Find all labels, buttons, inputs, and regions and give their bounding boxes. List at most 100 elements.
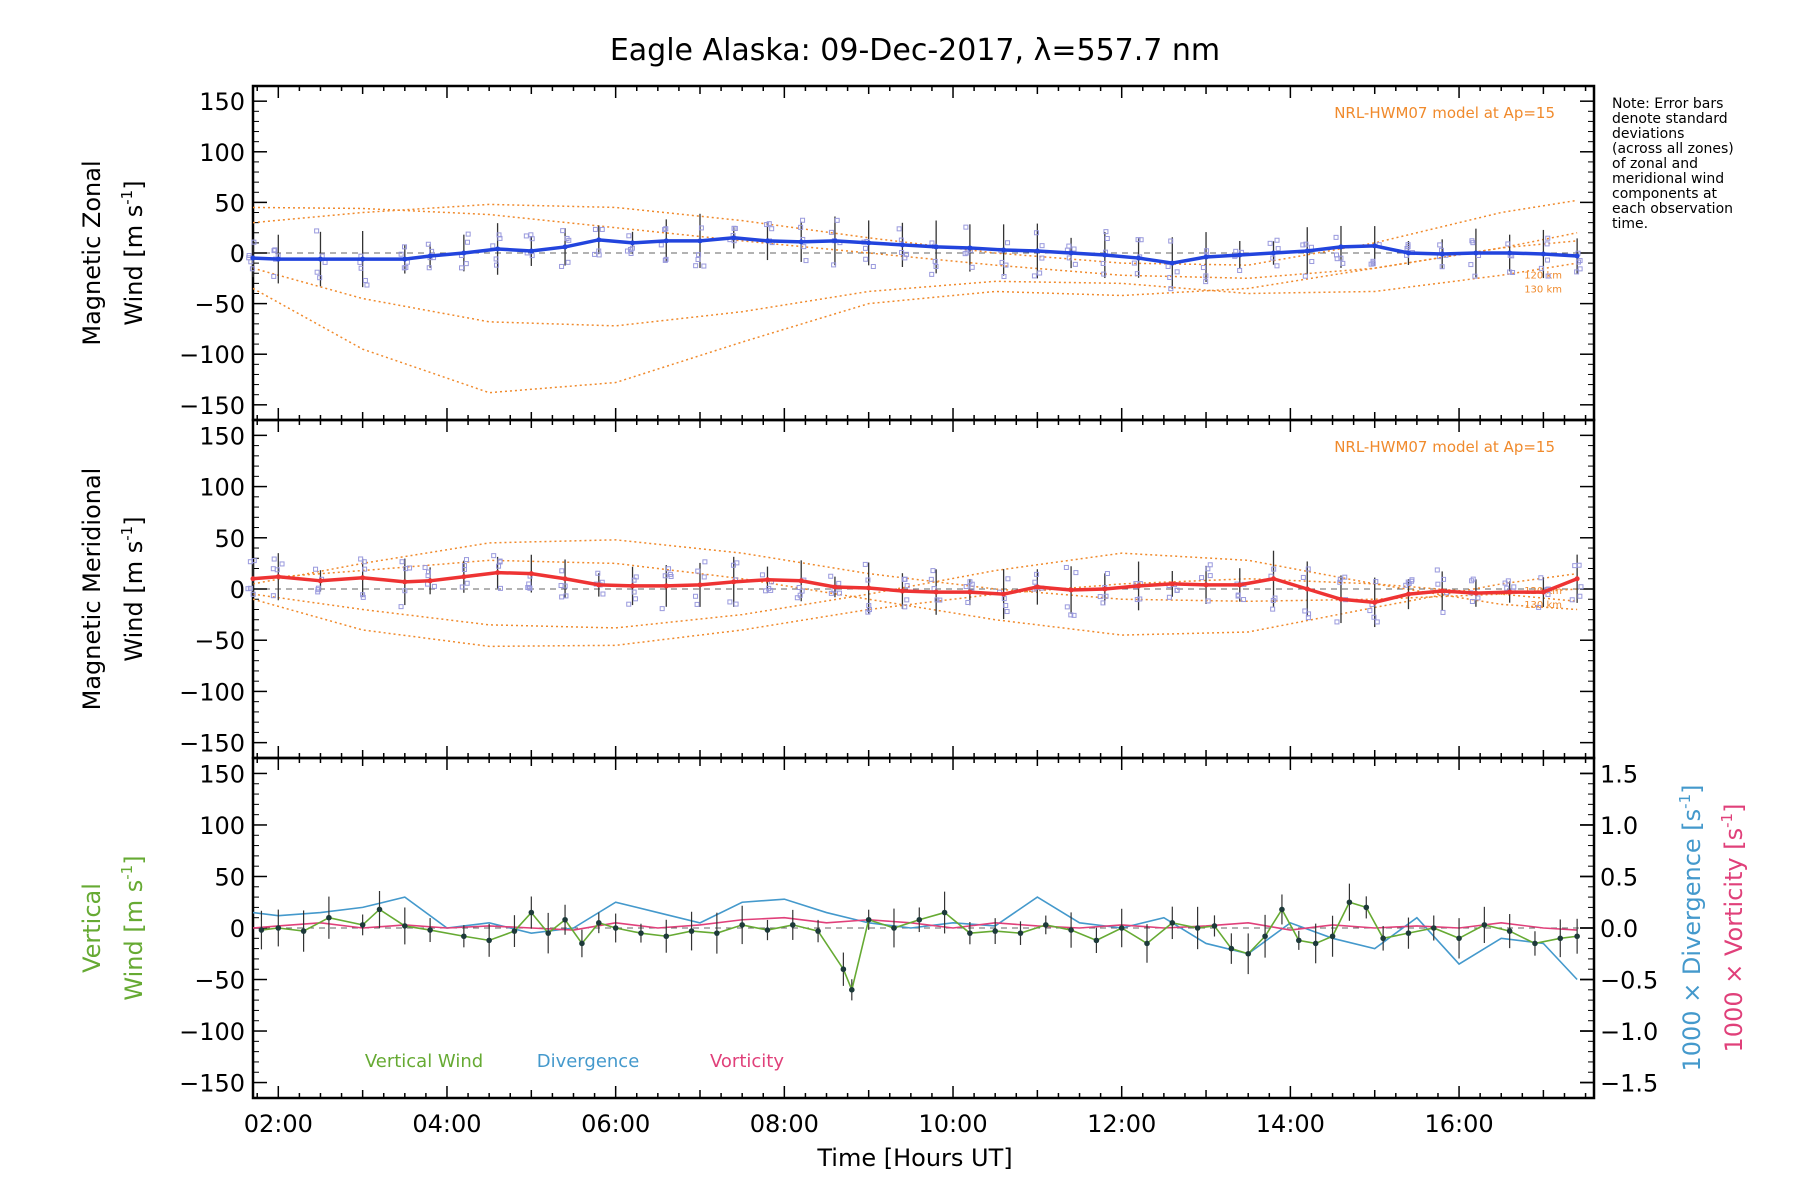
model-curve: [252, 240, 1578, 394]
zone-point: [1333, 234, 1339, 240]
zone-point: [1073, 570, 1079, 576]
x-axis-label: Time [Hours UT]: [816, 1144, 1012, 1172]
zone-point: [1034, 571, 1040, 577]
zone-point: [1507, 269, 1513, 275]
zone-point: [1168, 238, 1174, 244]
zonal-wind-line: [252, 236, 1578, 265]
note-line: time.: [1612, 216, 1648, 232]
zone-point: [313, 566, 319, 572]
zone-point: [828, 573, 834, 579]
zone-point: [1205, 598, 1211, 604]
zone-point: [1371, 614, 1377, 620]
zone-point: [1538, 575, 1544, 581]
zone-point: [759, 572, 765, 578]
note-line: denote standard: [1612, 111, 1728, 127]
vertical-wind-point: [1430, 925, 1437, 931]
zone-point: [1068, 612, 1074, 618]
zone-point: [1370, 260, 1376, 266]
wind-point: [697, 582, 703, 588]
vertical-wind-point: [916, 916, 923, 923]
zone-point: [1168, 286, 1174, 292]
zone-point: [1205, 566, 1211, 572]
zone-point: [361, 559, 367, 565]
vertical-wind-point: [688, 928, 695, 934]
zone-point: [769, 226, 775, 232]
zone-point: [1472, 273, 1478, 279]
zone-point: [1334, 619, 1340, 625]
zone-point: [969, 264, 975, 270]
zone-point: [1037, 270, 1043, 276]
zone-point: [322, 259, 328, 265]
y-axis-label-sup: -1: [118, 865, 136, 880]
wind-point: [596, 237, 602, 243]
vertical-wind-point: [595, 920, 602, 926]
zone-point: [565, 259, 571, 265]
note-line: of zonal and: [1612, 156, 1698, 172]
zone-point: [1165, 263, 1171, 269]
zone-point: [279, 561, 285, 567]
wind-point: [1136, 255, 1142, 261]
y2-tick-label: −1.5: [1600, 1070, 1658, 1098]
zone-point: [1103, 229, 1109, 235]
zone-point: [1475, 595, 1481, 601]
vertical-wind-point: [612, 925, 619, 931]
vertical-wind-point: [1506, 928, 1513, 934]
y-tick-label: 50: [214, 863, 245, 891]
model-curve: [252, 262, 1578, 327]
zone-point: [360, 594, 366, 600]
zone-point: [362, 277, 368, 283]
vertical-wind-point: [1312, 940, 1319, 947]
zone-point: [928, 576, 934, 582]
zone-point: [663, 226, 669, 232]
y-axis-label-line2: Wind [m s-1]: [118, 516, 148, 661]
vertical-wind-point: [849, 987, 855, 993]
zone-point: [251, 239, 257, 245]
wind-point: [967, 589, 973, 595]
vertical-wind-point: [865, 916, 872, 923]
wind-point: [1136, 583, 1142, 589]
vertical-wind-point: [1042, 922, 1049, 928]
zone-point: [801, 244, 807, 250]
zone-point: [1005, 576, 1011, 582]
zone-point: [1333, 252, 1339, 258]
zone-point: [803, 258, 809, 264]
y-tick-label: 100: [199, 139, 245, 167]
wind-point: [1540, 251, 1546, 257]
vertical-wind-point: [528, 909, 535, 916]
y2-tick-label: 1.0: [1600, 812, 1638, 840]
y-tick-label: 50: [214, 189, 245, 217]
legend-divergence: Divergence: [537, 1051, 640, 1072]
zone-point: [658, 242, 664, 248]
zone-point: [398, 604, 404, 610]
zone-point: [693, 263, 699, 269]
y-tick-label: 100: [199, 474, 245, 502]
vertical-wind-point: [815, 928, 821, 934]
zone-point: [1001, 274, 1007, 280]
zone-point: [1270, 255, 1276, 261]
wind-point: [1439, 251, 1445, 257]
zone-point: [314, 269, 320, 275]
zone-point: [1505, 241, 1511, 247]
zone-point: [831, 262, 837, 268]
x-tick-label: 06:00: [581, 1110, 650, 1138]
zone-point: [1572, 563, 1578, 569]
wind-point: [562, 244, 568, 250]
wind-point: [630, 240, 636, 246]
y-tick-label: 0: [230, 915, 245, 943]
zone-point: [1468, 262, 1474, 268]
zone-point: [1135, 237, 1141, 243]
zone-point: [1004, 609, 1010, 615]
wind-point: [495, 570, 501, 576]
wind-point: [1034, 248, 1040, 254]
zone-point: [1302, 273, 1308, 279]
wind-point: [1271, 250, 1277, 256]
wind-point: [250, 576, 256, 582]
y-axis-label-close: ]: [120, 516, 148, 525]
zone-point: [271, 248, 277, 254]
zone-point: [559, 263, 565, 269]
zone-point: [592, 251, 598, 257]
vertical-wind-point: [1405, 930, 1412, 936]
wind-point: [899, 588, 905, 594]
wind-point: [596, 582, 602, 588]
